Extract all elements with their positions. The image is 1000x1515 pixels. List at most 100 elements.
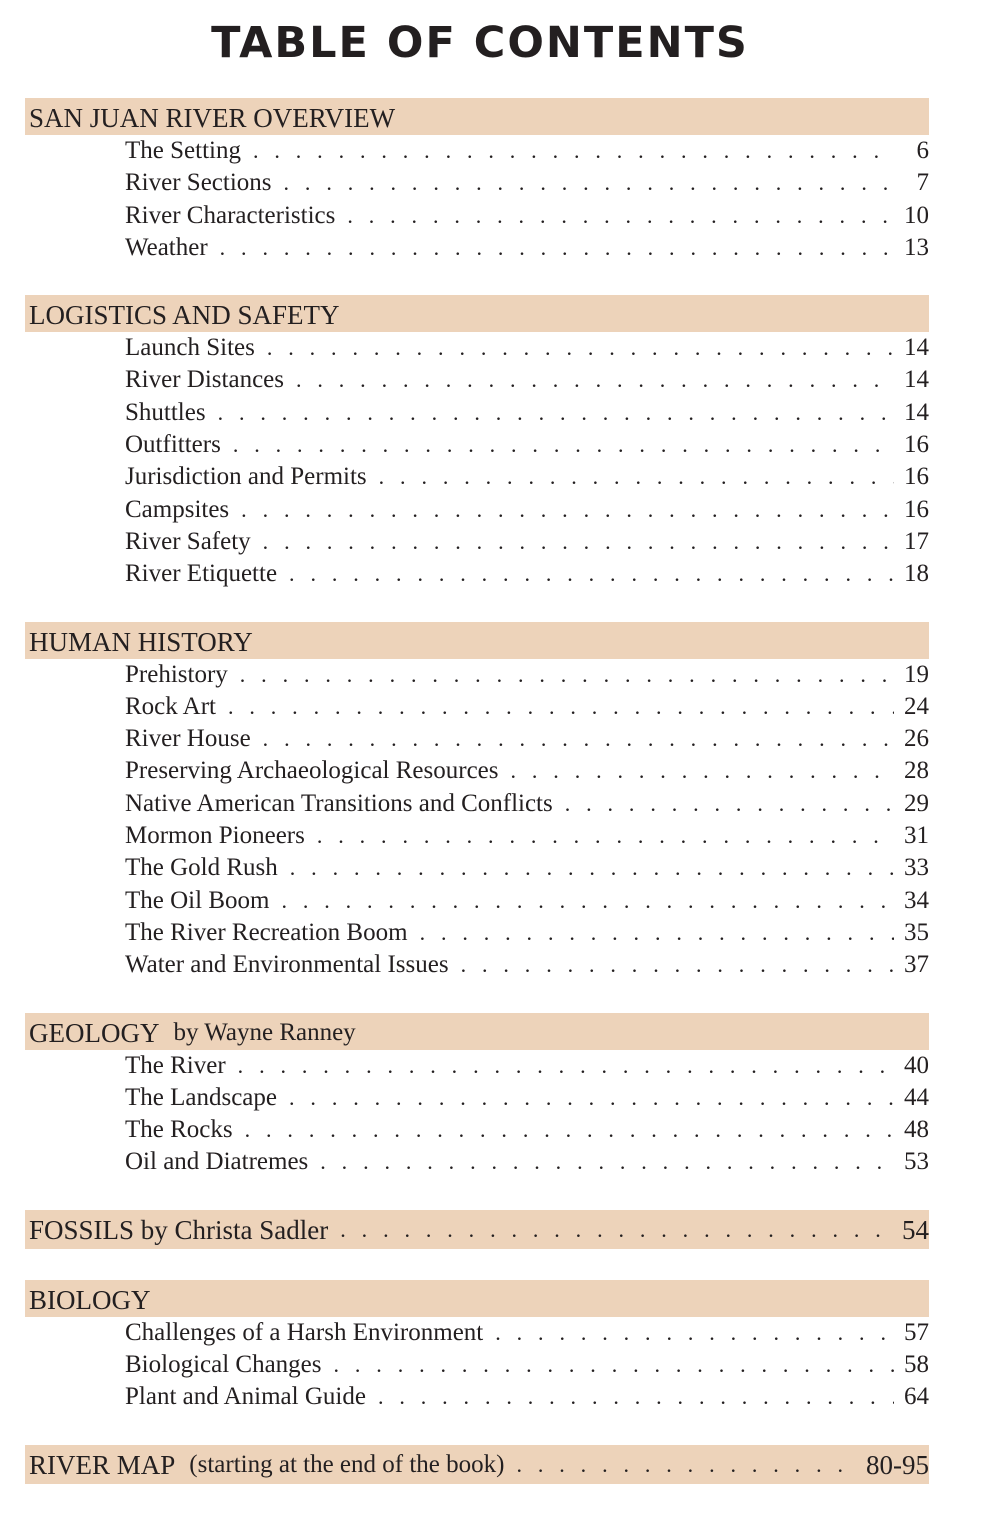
toc-entry[interactable]: Campsites . . . . . . . . . . . . . . . .…	[25, 494, 929, 526]
toc-entry[interactable]: Outfitters . . . . . . . . . . . . . . . …	[25, 429, 929, 461]
page-number: 35	[904, 918, 929, 946]
toc-entry[interactable]: River Sections . . . . . . . . . . . . . …	[25, 167, 929, 199]
entry-label: Mormon Pioneers	[125, 822, 305, 850]
toc-entry[interactable]: Challenges of a Harsh Environment . . . .…	[25, 1317, 929, 1349]
toc-entry[interactable]: River Etiquette . . . . . . . . . . . . .…	[25, 558, 929, 590]
toc-entry[interactable]: Shuttles . . . . . . . . . . . . . . . . …	[25, 397, 929, 429]
section-heading[interactable]: FOSSILS by Christa Sadler . . . . . . . .…	[25, 1209, 929, 1249]
entry-label: Water and Environmental Issues	[125, 951, 449, 979]
entry-label: Rock Art	[125, 692, 216, 720]
section-heading: HUMAN HISTORY	[25, 621, 929, 659]
entry-label: Biological Changes	[125, 1351, 322, 1379]
section-title: FOSSILS by Christa Sadler	[29, 1214, 329, 1245]
page-number: 33	[904, 854, 929, 882]
page-number: 6	[916, 137, 930, 164]
entry-label: River Characteristics	[125, 201, 336, 229]
toc-entry[interactable]: Prehistory . . . . . . . . . . . . . . . …	[25, 659, 929, 691]
leader-dots: . . . . . . . . . . . . . . . . . . . . …	[333, 1352, 895, 1378]
leader-dots: . . . . . . . . . . . . . . . . . . . . …	[289, 561, 894, 587]
page-number: 18	[904, 560, 929, 588]
toc-entry[interactable]: The Landscape . . . . . . . . . . . . . .…	[25, 1082, 929, 1114]
entry-label: River Safety	[125, 527, 251, 555]
page-number: 34	[904, 886, 929, 914]
page-number: 7	[916, 169, 930, 197]
entry-label: Oil and Diatremes	[125, 1148, 309, 1176]
toc-section: HUMAN HISTORY Prehistory . . . . . . . . .…	[25, 621, 929, 982]
toc-entry[interactable]: Preserving Archaeological Resources . . .…	[25, 755, 929, 787]
entry-label: Native American Transitions and Conflict…	[125, 789, 553, 817]
page-number: 53	[904, 1148, 929, 1176]
page-number: 58	[904, 1351, 929, 1379]
table-of-contents: SAN JUAN RIVER OVERVIEW The Setting . . . …	[25, 98, 929, 1515]
section-byline: (starting at the end of the book)	[189, 1450, 505, 1478]
toc-entry[interactable]: River House . . . . . . . . . . . . . . .…	[25, 723, 929, 755]
toc-entry[interactable]: The Oil Boom . . . . . . . . . . . . . . …	[25, 885, 929, 917]
entry-label: Challenges of a Harsh Environment	[125, 1318, 484, 1346]
toc-section: GEOLOGY by Wayne Ranney The River . . . . .…	[25, 1012, 929, 1179]
toc-entry[interactable]: Biological Changes . . . . . . . . . . . …	[25, 1349, 929, 1381]
page-number: 57	[904, 1318, 929, 1346]
page-number: 16	[904, 463, 929, 491]
toc-entry[interactable]: Weather . . . . . . . . . . . . . . . . .…	[25, 232, 929, 264]
toc-entry[interactable]: Oil and Diatremes . . . . . . . . . . . .…	[25, 1146, 929, 1178]
page-number: 19	[904, 660, 929, 688]
toc-entry[interactable]: Launch Sites . . . . . . . . . . . . . . …	[25, 332, 929, 364]
toc-section: FOSSILS by Christa Sadler . . . . . . . .…	[25, 1209, 929, 1249]
section-heading: SAN JUAN RIVER OVERVIEW	[25, 98, 929, 135]
page-number: 80-95	[866, 1449, 929, 1480]
section-title: LOGISTICS AND SAFETY	[29, 300, 340, 331]
page-number: 37	[904, 951, 929, 979]
leader-dots: . . . . . . . . . . . . . . . . . . . . …	[266, 335, 894, 361]
section-heading: BIOLOGY	[25, 1279, 929, 1317]
toc-entry[interactable]: The River . . . . . . . . . . . . . . . .…	[25, 1050, 929, 1082]
entry-label: Campsites	[125, 495, 230, 523]
section-heading: GEOLOGY by Wayne Ranney	[25, 1012, 929, 1050]
toc-entry[interactable]: Jurisdiction and Permits . . . . . . . . …	[25, 461, 929, 493]
entry-label: The River Recreation Boom	[125, 918, 408, 946]
toc-entry[interactable]: River Distances . . . . . . . . . . . . .…	[25, 364, 929, 396]
leader-dots: . . . . . . . . . . . . . . . . . . . . …	[244, 1117, 894, 1143]
leader-dots: . . . . . . . . . . . . . . . . . . . . …	[340, 1216, 892, 1242]
toc-entry[interactable]: The Setting . . . . . . . . . . . . . . .…	[25, 135, 929, 167]
section-byline: by Wayne Ranney	[173, 1018, 356, 1046]
leader-dots: . . . . . . . . . . . . . . . . . . . . …	[289, 1084, 894, 1110]
page-number: 16	[904, 495, 929, 523]
entry-label: Outfitters	[125, 431, 221, 459]
leader-dots: . . . . . . . . . . . . . . . . . . . . …	[262, 528, 894, 554]
leader-dots: . . . . . . . . . . . . . . . . . . . . …	[460, 952, 894, 978]
section-heading[interactable]: RIVER MAP (starting at the end of the boo…	[25, 1444, 929, 1484]
page-number: 13	[904, 233, 929, 261]
page-number: 24	[904, 692, 929, 720]
page-number: 48	[904, 1116, 929, 1144]
toc-entry[interactable]: Mormon Pioneers . . . . . . . . . . . . .…	[25, 820, 929, 852]
page-number: 17	[904, 527, 929, 555]
entry-label: Weather	[125, 233, 208, 261]
leader-dots: . . . . . . . . . . . . . . . . . . . . …	[252, 138, 895, 163]
entry-label: The River	[125, 1051, 226, 1079]
leader-dots: . . . . . . . . . . . . . . . . . . . . …	[419, 919, 894, 945]
toc-entry[interactable]: River Characteristics . . . . . . . . . .…	[25, 200, 929, 232]
entry-label: The Gold Rush	[125, 854, 278, 882]
page-number: 16	[904, 431, 929, 459]
toc-entry[interactable]: River Safety . . . . . . . . . . . . . . …	[25, 526, 929, 558]
toc-entry[interactable]: The River Recreation Boom . . . . . . . .…	[25, 917, 929, 949]
entry-label: River Distances	[125, 366, 284, 394]
toc-entry[interactable]: Plant and Animal Guide . . . . . . . . . …	[25, 1381, 929, 1413]
toc-entry[interactable]: Rock Art . . . . . . . . . . . . . . . . …	[25, 691, 929, 723]
toc-entry[interactable]: Native American Transitions and Conflict…	[25, 788, 929, 820]
toc-entry[interactable]: Water and Environmental Issues . . . . . …	[25, 949, 929, 981]
toc-entry[interactable]: The Gold Rush . . . . . . . . . . . . . .…	[25, 852, 929, 884]
entry-label: The Oil Boom	[125, 886, 270, 914]
entry-label: The Rocks	[125, 1116, 233, 1144]
page-number: 29	[904, 789, 929, 817]
leader-dots: . . . . . . . . . . . . . . . . . . . . …	[516, 1451, 856, 1477]
leader-dots: . . . . . . . . . . . . . . . . . . . . …	[564, 790, 894, 816]
page-number: 31	[904, 822, 929, 850]
entry-label: The Landscape	[125, 1083, 278, 1111]
page-title: TABLE OF CONTENTS	[211, 18, 749, 68]
toc-entry[interactable]: The Rocks . . . . . . . . . . . . . . . .…	[25, 1114, 929, 1146]
leader-dots: . . . . . . . . . . . . . . . . . . . . …	[510, 758, 895, 784]
section-title: GEOLOGY	[29, 1017, 160, 1048]
entry-label: River Etiquette	[125, 560, 278, 588]
leader-dots: . . . . . . . . . . . . . . . . . . . . …	[219, 234, 894, 260]
